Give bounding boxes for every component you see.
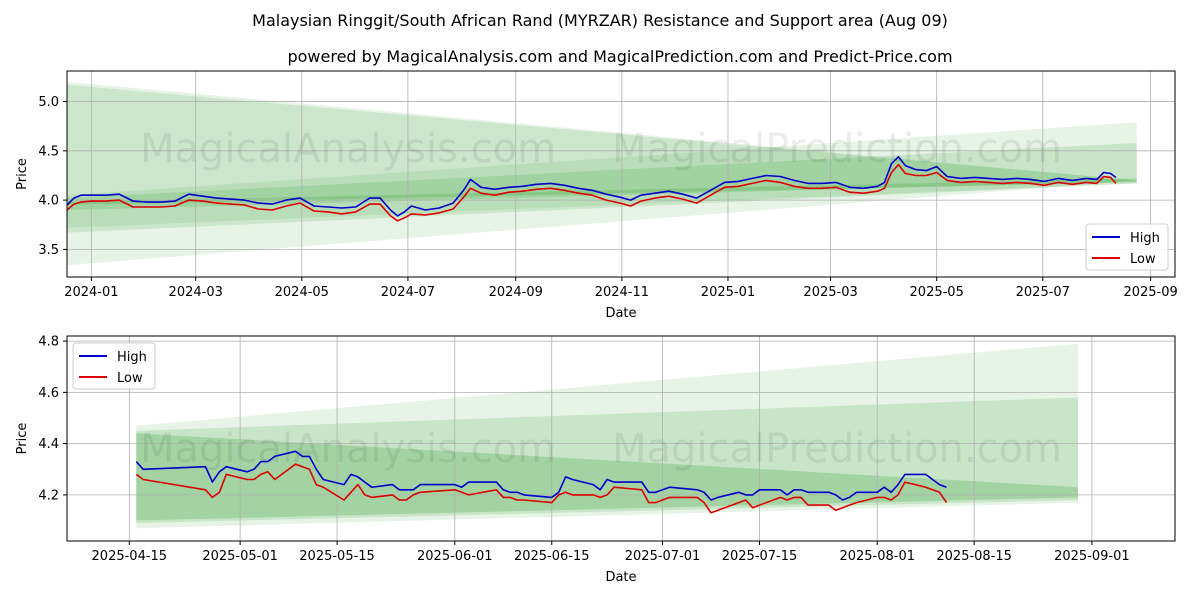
x-tick-label: 2025-07 <box>1016 285 1070 300</box>
y-tick-label: 4.4 <box>38 437 59 452</box>
x-tick-label: 2024-09 <box>489 285 543 300</box>
chart-title: Malaysian Ringgit/South African Rand (MY… <box>252 11 948 30</box>
x-tick-label: 2024-07 <box>381 285 435 300</box>
x-tick-label: 2025-09 <box>1123 285 1177 300</box>
x-tick-label: 2025-08-01 <box>839 549 915 564</box>
x-tick-label: 2025-05 <box>910 285 964 300</box>
legend-label-low: Low <box>117 371 143 386</box>
y-tick-label: 4.5 <box>38 144 59 159</box>
x-tick-label: 2025-08-15 <box>936 549 1012 564</box>
x-tick-label: 2025-04-15 <box>92 549 168 564</box>
y-tick-label: 3.5 <box>38 243 59 258</box>
y-tick-label: 5.0 <box>38 95 59 110</box>
overview-panel: MagicalAnalysis.com MagicalPrediction.com… <box>15 71 1178 321</box>
y-tick-label: 4.6 <box>38 386 59 401</box>
x-axis-label: Date <box>605 306 636 321</box>
x-tick-label: 2025-06-01 <box>417 549 493 564</box>
x-tick-label: 2025-07-01 <box>625 549 701 564</box>
support-resistance-bands <box>67 82 1137 265</box>
x-tick-label: 2025-05-01 <box>202 549 278 564</box>
y-tick-label: 4.0 <box>38 194 59 209</box>
y-axis-label: Price <box>15 423 30 455</box>
legend: High Low <box>73 343 155 389</box>
x-tick-label: 2025-06-15 <box>514 549 590 564</box>
x-tick-label: 2025-05-15 <box>299 549 375 564</box>
x-axis-label: Date <box>605 570 636 585</box>
watermark-text: MagicalPrediction.com <box>612 126 1062 172</box>
x-tick-label: 2024-11 <box>595 285 649 300</box>
x-tick-label: 2024-01 <box>64 285 118 300</box>
chart-subtitle: powered by MagicalAnalysis.com and Magic… <box>287 47 952 66</box>
watermark-text: MagicalAnalysis.com <box>140 126 556 172</box>
legend-label-high: High <box>117 350 147 365</box>
figure: Malaysian Ringgit/South African Rand (MY… <box>0 0 1200 600</box>
x-tick-label: 2025-01 <box>701 285 755 300</box>
x-tick-label: 2025-09-01 <box>1054 549 1130 564</box>
x-tick-label: 2025-07-15 <box>722 549 798 564</box>
y-tick-label: 4.8 <box>38 335 59 350</box>
legend-label-high: High <box>1130 231 1160 246</box>
legend: High Low <box>1086 224 1168 270</box>
x-tick-label: 2025-03 <box>803 285 857 300</box>
zoom-panel: MagicalAnalysis.com MagicalPrediction.com… <box>15 335 1175 585</box>
x-tick-label: 2024-05 <box>275 285 329 300</box>
x-tick-label: 2024-03 <box>169 285 223 300</box>
legend-label-low: Low <box>1130 252 1156 267</box>
watermark-text: MagicalPrediction.com <box>612 426 1062 472</box>
watermark-text: MagicalAnalysis.com <box>140 426 556 472</box>
y-tick-label: 4.2 <box>38 488 59 503</box>
y-axis-label: Price <box>15 158 30 190</box>
